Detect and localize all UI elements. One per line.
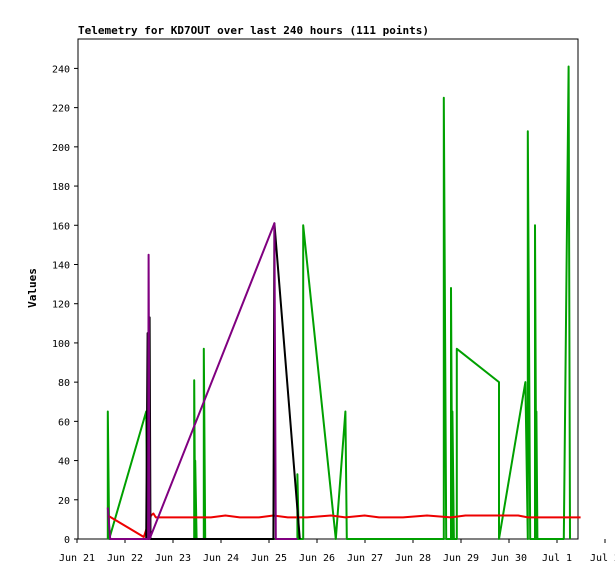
y-tick-label: 100: [52, 339, 70, 350]
x-tick-label: Jun 28: [395, 553, 431, 564]
y-tick-label: 60: [58, 417, 70, 428]
y-tick-label: 220: [52, 104, 70, 115]
x-tick-label: Jul 1: [542, 553, 572, 564]
x-tick-label: Jun 22: [107, 553, 143, 564]
y-tick-label: 200: [52, 143, 70, 154]
x-tick-label: Jul 2: [590, 553, 615, 564]
x-tick-label: Jun 21: [59, 553, 95, 564]
y-axis: 0 20 40 60 80 100 120 140 160 180 200 220 240: [52, 64, 78, 546]
y-tick-label: 240: [52, 64, 70, 75]
x-tick-label: Jun 23: [155, 553, 191, 564]
series-layer: [106, 65, 581, 540]
x-tick-label: Jun 25: [251, 553, 287, 564]
x-tick-label: Jun 27: [347, 553, 383, 564]
y-tick-label: 40: [58, 457, 70, 468]
y-tick-label: 0: [64, 535, 70, 546]
x-tick-label: Jun 26: [299, 553, 335, 564]
y-axis-label: Values: [26, 268, 39, 308]
y-tick-label: 160: [52, 221, 70, 232]
x-axis: Jun 21 Jun 22 Jun 23 Jun 24 Jun 25 Jun 26 Jun …: [59, 539, 615, 564]
y-tick-label: 20: [58, 496, 70, 507]
x-tick-label: Jun 29: [443, 553, 479, 564]
x-tick-label: Jun 30: [491, 553, 527, 564]
y-tick-label: 140: [52, 260, 70, 271]
series-line-0: [106, 65, 571, 540]
x-tick-label: Jun 24: [203, 553, 239, 564]
y-tick-label: 80: [58, 378, 70, 389]
chart-title: Telemetry for KD7OUT over last 240 hours…: [78, 24, 429, 37]
y-tick-label: 120: [52, 300, 70, 311]
y-tick-label: 180: [52, 182, 70, 193]
series-line-1: [107, 512, 581, 538]
plot-frame: [77, 38, 579, 540]
series-line-3: [106, 222, 298, 540]
